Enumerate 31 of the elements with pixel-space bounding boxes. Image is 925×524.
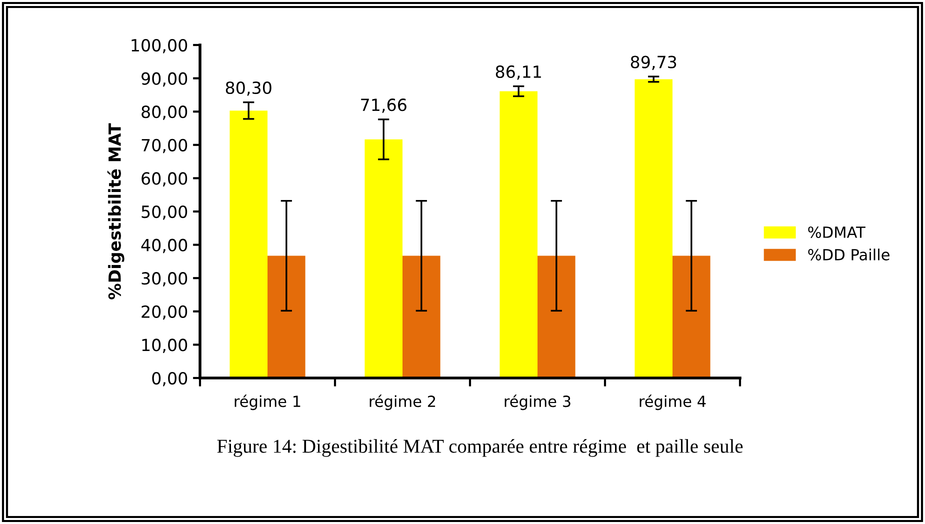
x-tick-label: régime 2: [370, 394, 436, 410]
bar: [500, 91, 538, 378]
y-tick-label: 0,00: [152, 372, 188, 386]
y-tick-label: 40,00: [141, 238, 188, 254]
legend-label: %DMAT: [808, 226, 866, 238]
y-tick-label: 10,00: [142, 338, 188, 353]
bar: [538, 256, 576, 378]
caption: Figure 14: Digestibilité MAT comparée entre régime et paille seule: [217, 439, 743, 457]
y-tick-label: 100,00: [132, 38, 188, 54]
bar: [268, 256, 306, 378]
y-tick-label: 70,00: [142, 138, 188, 154]
x-tick-label: régime 1: [234, 394, 300, 410]
data-label: 80,30: [226, 81, 272, 96]
y-tick-label: 20,00: [142, 305, 188, 320]
data-label: 71,66: [361, 98, 406, 113]
y-tick-label: 50,00: [142, 205, 188, 220]
y-axis-title: %Digestibilité MAT: [107, 123, 124, 300]
y-tick-label: 80,00: [142, 106, 188, 120]
y-tick-label: 30,00: [142, 272, 188, 286]
bar: [230, 110, 268, 378]
bar: [402, 256, 440, 378]
legend-label: %DD Paille: [808, 248, 890, 260]
x-tick-label: régime 4: [640, 394, 706, 410]
bar: [364, 139, 402, 378]
data-label: 89,73: [630, 56, 676, 70]
y-tick-label: 90,00: [142, 72, 188, 87]
y-tick-label: 60,00: [142, 172, 188, 186]
bar: [634, 79, 672, 378]
data-label: 86,11: [496, 65, 541, 80]
bar: [672, 256, 710, 378]
x-tick-label: régime 3: [504, 394, 570, 410]
